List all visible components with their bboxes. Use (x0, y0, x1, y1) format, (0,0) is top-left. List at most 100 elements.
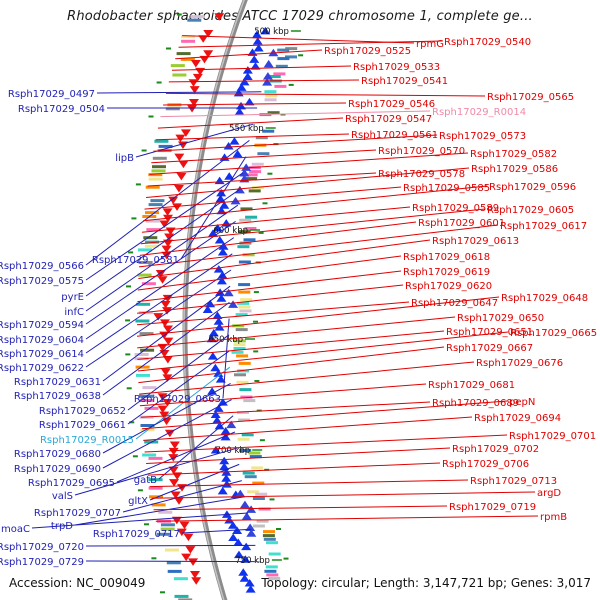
right-gene-label[interactable]: Rsph17029_0651 (446, 327, 533, 338)
right-gene-label[interactable]: Rsph17029_0702 (452, 444, 539, 455)
left-gene-label[interactable]: valS (52, 491, 73, 502)
right-gene-label[interactable]: Rsph17029_0525 (324, 46, 411, 57)
right-gene-label[interactable]: Rsph17029_0613 (432, 236, 519, 247)
right-gene-label[interactable]: Rsph17029_0689 (432, 398, 519, 409)
right-gene-label[interactable]: Rsph17029_0667 (446, 343, 533, 354)
left-gene-label[interactable]: Rsph17029_0717 (93, 529, 180, 540)
left-gene-label[interactable]: Rsph17029_R0015 (40, 435, 134, 446)
left-gene-label[interactable]: infC (64, 307, 84, 318)
left-leader-line (102, 382, 231, 454)
left-gene-label[interactable]: Rsph17029_0729 (0, 557, 84, 568)
left-gene-label[interactable]: Rsph17029_0581 (92, 255, 179, 266)
right-gene-label[interactable]: Rsph17029_0676 (476, 358, 563, 369)
feature-block (264, 90, 277, 94)
right-gene-label[interactable]: Rsph17029_0547 (345, 114, 432, 125)
right-gene-label[interactable]: Rsph17029_0541 (361, 76, 448, 87)
right-gene-label[interactable]: Rsph17029_0565 (487, 92, 574, 103)
right-gene-label[interactable]: Rsph17029_R0014 (432, 107, 526, 118)
left-gene-label[interactable]: Rsph17029_0638 (14, 391, 101, 402)
feature-block (237, 411, 249, 414)
left-gene-label[interactable]: Rsph17029_0566 (0, 261, 84, 272)
right-gene-label[interactable]: Rsph17029_0620 (405, 281, 492, 292)
track-tick (160, 591, 165, 594)
right-gene-label[interactable]: Rsph17029_0619 (403, 267, 490, 278)
right-gene-label[interactable]: Rsph17029_0596 (489, 182, 576, 193)
forward-gene-mark (239, 574, 250, 582)
reverse-gene-mark (162, 294, 173, 303)
right-gene-label[interactable]: Rsph17029_0546 (348, 99, 435, 110)
left-gene-label[interactable]: Rsph17029_0652 (39, 406, 126, 417)
left-gene-label[interactable]: Rsph17029_0575 (0, 276, 84, 287)
right-gene-label[interactable]: argD (537, 488, 561, 499)
right-gene-label[interactable]: Rsph17029_0681 (428, 380, 515, 391)
right-gene-label[interactable]: Rsph17029_0713 (470, 476, 557, 487)
right-gene-label[interactable]: Rsph17029_0533 (353, 62, 440, 73)
reverse-gene-mark (164, 233, 175, 241)
forward-gene-mark (221, 480, 232, 488)
feature-block (268, 75, 281, 78)
right-gene-label[interactable]: Rsph17029_0585 (403, 183, 490, 194)
feature-block (160, 527, 175, 531)
left-gene-label[interactable]: gltX (128, 496, 148, 507)
right-gene-label[interactable]: Rsph17029_0582 (470, 149, 557, 160)
feature-block (141, 282, 156, 286)
left-gene-label[interactable]: Rsph17029_0604 (0, 335, 84, 346)
right-gene-label[interactable]: Rsph17029_0647 (411, 298, 498, 309)
reverse-gene-mark (174, 153, 185, 162)
left-gene-label[interactable]: trpD (51, 521, 73, 532)
left-gene-label[interactable]: Rsph17029_0497 (8, 89, 95, 100)
forward-gene-mark (245, 585, 256, 593)
left-gene-label[interactable]: Rsph17029_0690 (14, 464, 101, 475)
right-gene-label[interactable]: Rsph17029_0648 (501, 293, 588, 304)
left-gene-label[interactable]: moaC (1, 524, 30, 535)
left-gene-label[interactable]: Rsph17029_0631 (14, 377, 101, 388)
right-gene-label[interactable]: Rsph17029_0701 (509, 431, 596, 442)
left-gene-label[interactable]: Rsph17029_0594 (0, 320, 84, 331)
left-gene-label[interactable]: lipB (115, 153, 134, 164)
feature-block (148, 486, 163, 490)
right-gene-label[interactable]: Rsph17029_0665 (510, 328, 597, 339)
right-gene-label[interactable]: Rsph17029_0586 (471, 164, 558, 175)
right-gene-label[interactable]: Rsph17029_0618 (403, 252, 490, 263)
left-gene-label[interactable]: pyrE (61, 292, 84, 303)
left-gene-label[interactable]: Rsph17029_0720 (0, 542, 84, 553)
right-gene-label[interactable]: Rsph17029_0650 (457, 313, 544, 324)
right-gene-label[interactable]: Rsph17029_0694 (474, 413, 561, 424)
right-gene-label[interactable]: rpmG (416, 39, 444, 50)
right-gene-label[interactable]: Rsph17029_0605 (487, 205, 574, 216)
feature-block (158, 144, 173, 148)
right-gene-label[interactable]: Rsph17029_0719 (449, 502, 536, 513)
right-gene-label[interactable]: Rsph17029_0617 (500, 221, 587, 232)
left-gene-label[interactable]: Rsph17029_0695 (28, 478, 115, 489)
right-gene-label[interactable]: rpmB (540, 512, 567, 523)
right-gene-label[interactable]: Rsph17029_0573 (439, 131, 526, 142)
right-gene-label[interactable]: Rsph17029_0589 (412, 203, 499, 214)
right-gene-label[interactable]: Rsph17029_0578 (378, 169, 465, 180)
reverse-gene-mark (172, 203, 183, 211)
track-tick (258, 231, 264, 234)
right-gene-label[interactable]: pepN (509, 397, 535, 408)
feature-block (255, 492, 268, 496)
reverse-gene-mark (187, 105, 198, 113)
left-gene-label[interactable]: Rsph17029_0707 (34, 508, 121, 519)
right-gene-label[interactable]: Rsph17029_0706 (442, 459, 529, 470)
left-gene-label[interactable]: Rsph17029_0661 (39, 420, 126, 431)
feature-block (173, 577, 188, 581)
right-gene-label[interactable]: Rsph17029_0570 (378, 146, 465, 157)
right-gene-label[interactable]: Rsph17029_0601 (418, 218, 505, 229)
right-leader-line (141, 206, 411, 233)
left-gene-label[interactable]: Rsph17029_0614 (0, 349, 84, 360)
right-gene-label[interactable]: Rsph17029_0540 (444, 37, 531, 48)
right-leader-line (141, 400, 508, 430)
track-tick (125, 319, 131, 322)
feature-block (148, 456, 163, 460)
left-gene-label[interactable]: Rsph17029_0663 (134, 394, 221, 405)
feature-block (244, 475, 257, 479)
left-gene-label[interactable]: Rsph17029_0504 (18, 104, 105, 115)
right-gene-label[interactable]: Rsph17029_0561 (351, 130, 438, 141)
left-gene-label[interactable]: gatB (134, 475, 157, 486)
left-gene-label[interactable]: Rsph17029_0622 (0, 363, 84, 374)
left-gene-label[interactable]: Rsph17029_0680 (14, 449, 101, 460)
right-leader-line (153, 505, 448, 511)
